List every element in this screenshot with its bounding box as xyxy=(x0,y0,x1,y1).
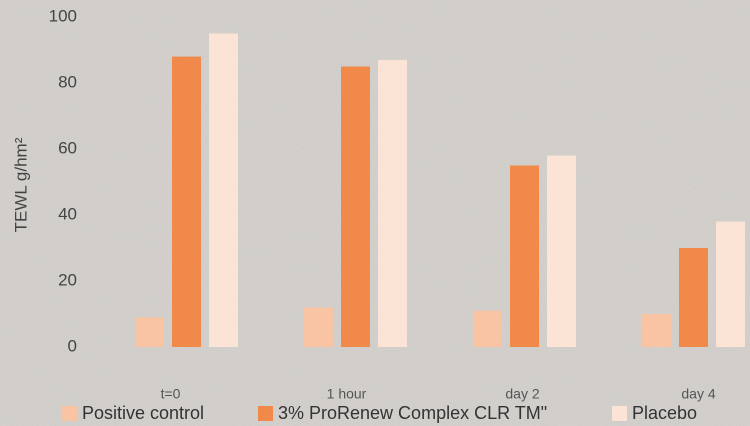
legend-swatch xyxy=(62,406,77,421)
y-tick-label: 40 xyxy=(58,204,77,223)
y-tick-label: 100 xyxy=(49,6,77,25)
bar xyxy=(510,165,539,347)
bar xyxy=(378,59,407,348)
legend-swatch xyxy=(612,406,627,421)
bar xyxy=(135,317,164,347)
bar xyxy=(679,248,708,347)
bar xyxy=(341,66,370,347)
x-tick-label: day 2 xyxy=(505,386,539,402)
y-tick-label: 20 xyxy=(58,270,77,289)
x-tick-label: t=0 xyxy=(161,386,181,402)
y-tick-label: 60 xyxy=(58,138,77,157)
bar xyxy=(547,155,576,347)
bar xyxy=(716,221,745,347)
y-axis-label: TEWL g/hm² xyxy=(11,137,30,232)
legend-label: Placebo xyxy=(632,403,697,423)
legend-label: 3% ProRenew Complex CLR TM" xyxy=(278,403,547,423)
legend-label: Positive control xyxy=(82,403,204,423)
x-tick-label: 1 hour xyxy=(327,386,367,402)
x-tick-label: day 4 xyxy=(681,386,715,402)
bar xyxy=(172,56,201,347)
legend-swatch xyxy=(258,406,273,421)
bar xyxy=(642,314,671,347)
bar xyxy=(473,310,502,347)
y-tick-label: 80 xyxy=(58,72,77,91)
bar xyxy=(209,33,238,347)
y-tick-label: 0 xyxy=(68,336,77,355)
bar xyxy=(304,307,333,347)
